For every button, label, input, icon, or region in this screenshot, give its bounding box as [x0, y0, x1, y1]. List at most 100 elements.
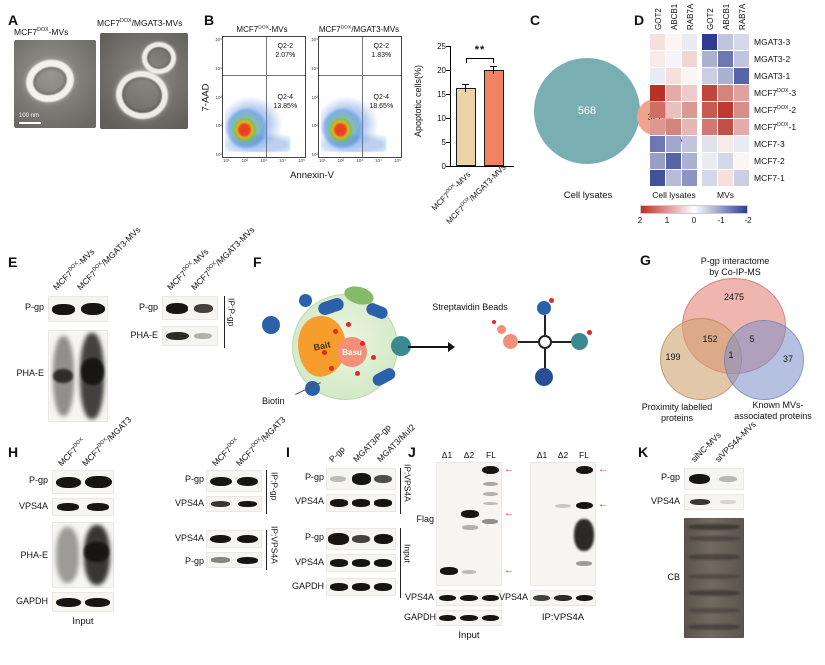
- blot-band: [575, 501, 594, 510]
- biotin-dot: [371, 355, 376, 360]
- heatmap-col-label: RAB7A: [686, 3, 695, 30]
- blot-label-pgp: P-gp: [28, 475, 48, 485]
- blot-band: [236, 535, 259, 544]
- red-arrow-icon: ←: [504, 464, 514, 475]
- heatmap-cell: [718, 153, 733, 169]
- heatmap-cell: [734, 136, 749, 152]
- heatmap-cell: [718, 170, 733, 186]
- flow-x-tick: 10²: [337, 158, 345, 163]
- panel-label-d: D: [634, 12, 645, 28]
- bar-x-label-1: MCF7DOX-MVs: [429, 170, 473, 213]
- blot-band: [439, 614, 457, 622]
- blot-label-flag: Flag: [416, 514, 434, 524]
- bead-arm: [544, 349, 546, 369]
- heatmap-cell: [666, 119, 681, 135]
- blot-band: [351, 559, 371, 567]
- venn3-proximity-label-line1: Proximity labelled: [641, 402, 713, 412]
- flow-y-tick: 10¹: [215, 152, 222, 157]
- heatmap-cell: [702, 119, 717, 135]
- heatmap-cell: [650, 153, 665, 169]
- blot-label-pgp: P-gp: [138, 302, 158, 312]
- blot-e-ip-phae: [162, 326, 218, 346]
- heatmap-cell: [734, 68, 749, 84]
- flow-x-ticks: 10¹ 10² 10³ 10⁴ 10⁵: [223, 157, 305, 163]
- heatmap-row-label: MGAT3-1: [754, 71, 791, 81]
- heatmap-cell: [734, 170, 749, 186]
- heatmap-cell-lysates-block: [650, 34, 697, 186]
- blot-band: [481, 465, 500, 475]
- heatmap-cell: [734, 85, 749, 101]
- blot-k-cb: [684, 518, 744, 638]
- blot-band: [55, 476, 81, 488]
- blot-label-gapdh: GAPDH: [291, 581, 324, 591]
- flow-y-tick: 10³: [311, 94, 318, 100]
- biotin-dot: [355, 371, 360, 376]
- flow-plot-1-title: MCF7DOX-MVs: [236, 25, 288, 34]
- flow-y-tick: 10⁴: [215, 65, 222, 71]
- blot-band: [351, 499, 371, 507]
- blot-label-vps4a: VPS4A: [650, 496, 680, 506]
- quadrant-q2-4: Q2-4 13.85%: [267, 93, 303, 111]
- streptavidin-core: [538, 335, 552, 349]
- blot-band: [718, 475, 737, 483]
- heatmap-cell: [702, 51, 717, 67]
- heatmap-cell: [734, 51, 749, 67]
- heatmap-cell: [666, 153, 681, 169]
- blot-i-ip-pgp: [326, 468, 396, 490]
- blot-band: [461, 569, 477, 574]
- blot-e-ip-pgp: [162, 296, 218, 320]
- blot-band: [351, 535, 371, 543]
- flow-y-tick: 10²: [311, 123, 318, 129]
- heatmap-row-label: MGAT3-3: [754, 37, 791, 47]
- heatmap-cell: [702, 68, 717, 84]
- heatmap-cell: [734, 119, 749, 135]
- blot-h-vps4a: [52, 498, 114, 516]
- heatmap-cell: [650, 119, 665, 135]
- heatmap-row-label: MGAT3-2: [754, 54, 791, 64]
- blot-band: [574, 519, 595, 552]
- red-arrow-icon: ←: [598, 499, 608, 510]
- blot-k-pgp: [684, 468, 744, 490]
- heatmap-cell: [682, 85, 697, 101]
- biotin-dot: [587, 330, 592, 335]
- heatmap-cell: [650, 136, 665, 152]
- biotin-dot: [492, 320, 496, 324]
- bar-chart-y-axis-label: Apoptotic cells(%): [413, 64, 423, 138]
- venn3-count-proximity-coip: 152: [702, 334, 718, 344]
- biotin-label: Biotin: [262, 396, 285, 406]
- panel-label-c: C: [530, 12, 541, 28]
- flow-x-tick: 10³: [356, 158, 363, 163]
- streptavidin-beads-label: Streptavidin Beads: [432, 302, 508, 312]
- scale-bar: [19, 122, 41, 124]
- blot-h-pgp: [52, 470, 114, 494]
- vesicle-ring: [21, 54, 79, 108]
- input-label: Input: [72, 616, 94, 627]
- y-axis-line: [450, 46, 451, 166]
- blot-label-cb: CB: [667, 572, 680, 582]
- venn3-count-proximity: 199: [665, 352, 681, 362]
- heatmap-col-label: ABCB1: [670, 3, 679, 30]
- bar-chart-y-tick: 0: [441, 162, 446, 171]
- blot-band: [482, 481, 499, 487]
- heatmap-cell: [666, 51, 681, 67]
- blot-band: [81, 303, 105, 316]
- significance-stars: **: [474, 44, 486, 56]
- captured-protein-salmon: [503, 334, 518, 349]
- heatmap-row-label: MCF7DOX-1: [754, 122, 797, 132]
- protein-shape-teal: [391, 336, 411, 356]
- flow-x-axis-label: Annexin-V: [290, 170, 334, 181]
- blot-band: [554, 594, 572, 602]
- blot-band: [209, 535, 232, 544]
- flow-y-ticks: 10⁵ 10⁴ 10³ 10² 10¹: [309, 37, 319, 157]
- blot-label-vps4a: VPS4A: [18, 501, 48, 511]
- blot-band: [482, 519, 499, 524]
- panel-label-e: E: [8, 254, 18, 270]
- blot-band: [86, 503, 110, 511]
- flow-x-tick: 10⁵: [394, 158, 401, 163]
- panel-label-h: H: [8, 444, 19, 460]
- protein-shape-blue: [262, 316, 280, 334]
- blot-band: [55, 527, 80, 583]
- heatmap-cell: [650, 68, 665, 84]
- heatmap-cell: [702, 34, 717, 50]
- blot-band: [439, 594, 457, 602]
